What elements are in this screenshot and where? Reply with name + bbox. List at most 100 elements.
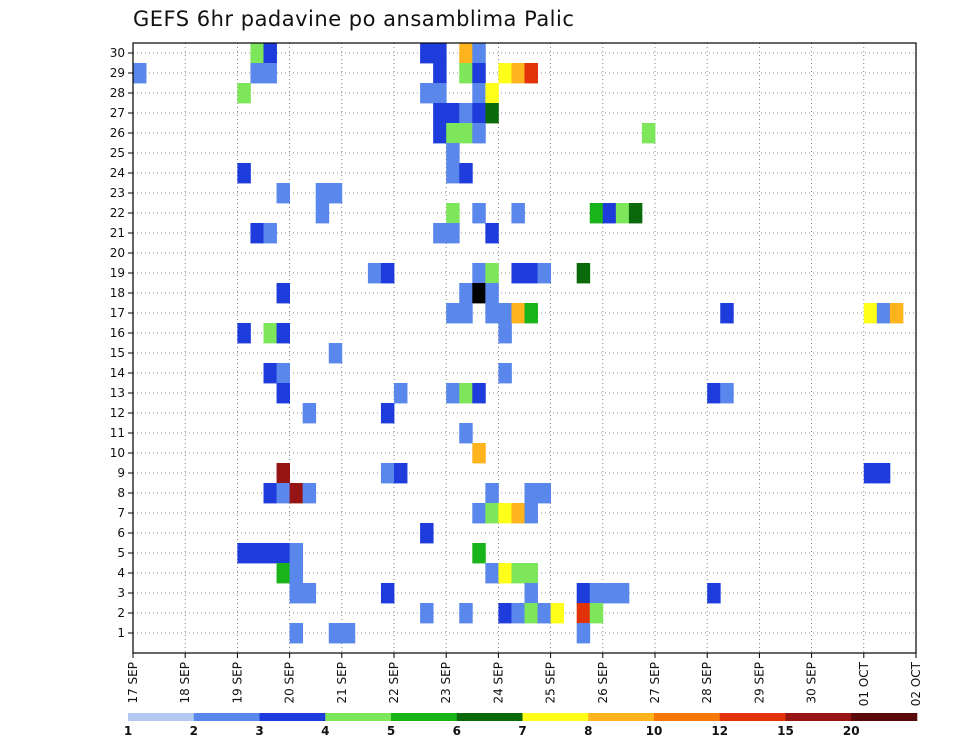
heatmap-cell bbox=[537, 603, 551, 624]
heatmap-cell bbox=[472, 43, 486, 64]
heatmap-cell bbox=[367, 263, 382, 284]
heatmap-cell bbox=[263, 43, 277, 64]
heatmap-cell bbox=[459, 103, 473, 124]
y-tick-label: 6 bbox=[117, 526, 125, 540]
heatmap-cell bbox=[263, 323, 277, 344]
heatmap-cell bbox=[263, 363, 277, 384]
heatmap-cell bbox=[511, 503, 525, 524]
heatmap-cell bbox=[863, 303, 878, 324]
y-tick-label: 5 bbox=[117, 546, 125, 560]
legend-swatch bbox=[456, 713, 523, 721]
heatmap-cell bbox=[472, 63, 486, 84]
heatmap-cell bbox=[133, 63, 147, 84]
heatmap-cell bbox=[289, 563, 304, 584]
heatmap-cell bbox=[315, 183, 330, 204]
y-tick-label: 11 bbox=[110, 426, 125, 440]
heatmap-cell bbox=[328, 623, 343, 644]
heatmap-cell bbox=[302, 483, 317, 504]
heatmap-cell bbox=[589, 203, 604, 224]
legend-swatch bbox=[522, 713, 589, 721]
y-tick-label: 26 bbox=[110, 126, 125, 140]
x-tick-label: 22 SEP bbox=[387, 662, 401, 704]
heatmap-cell bbox=[250, 543, 264, 564]
color-legend: 1 2 3 4 5 6 7 8 10 12 15 20 bbox=[124, 713, 918, 738]
heatmap-cell bbox=[433, 123, 447, 144]
x-tick-label: 25 SEP bbox=[544, 662, 558, 704]
y-tick-label: 13 bbox=[110, 386, 125, 400]
heatmap-cell bbox=[876, 463, 891, 484]
heatmap-cell bbox=[589, 583, 604, 604]
legend-label: 3 bbox=[255, 724, 263, 738]
heatmap-cell bbox=[420, 603, 434, 624]
heatmap-cell bbox=[485, 263, 499, 284]
heatmap-cell bbox=[276, 463, 290, 484]
heatmap-cell bbox=[237, 323, 251, 344]
heatmap-cell bbox=[380, 583, 395, 604]
heatmap-cell bbox=[472, 543, 486, 564]
heatmap-cell bbox=[263, 543, 277, 564]
y-tick-label: 2 bbox=[117, 606, 125, 620]
heatmap-cell bbox=[459, 163, 473, 184]
heatmap-cell bbox=[446, 383, 460, 404]
heatmap-cell bbox=[524, 583, 538, 604]
heatmap-cell bbox=[263, 63, 277, 84]
heatmap-cell bbox=[341, 623, 356, 644]
heatmap-cell bbox=[276, 543, 290, 564]
heatmap-cell bbox=[720, 383, 734, 404]
heatmap-cell bbox=[263, 223, 277, 244]
x-tick-label: 23 SEP bbox=[439, 662, 453, 704]
heatmap-cell bbox=[459, 43, 473, 64]
heatmap-cell bbox=[459, 423, 473, 444]
heatmap-cell bbox=[420, 83, 434, 104]
y-tick-label: 25 bbox=[110, 146, 125, 160]
y-tick-label: 24 bbox=[110, 166, 125, 180]
legend-label: 5 bbox=[387, 724, 395, 738]
heatmap-cell bbox=[876, 303, 891, 324]
heatmap-cell bbox=[511, 263, 525, 284]
heatmap-cell bbox=[394, 383, 408, 404]
x-tick-label: 02 OCT bbox=[909, 661, 923, 706]
heatmap-cell bbox=[498, 563, 512, 584]
legend-swatch bbox=[128, 713, 195, 721]
y-tick-label: 15 bbox=[110, 346, 125, 360]
heatmap-cell bbox=[328, 183, 343, 204]
y-tick-label: 27 bbox=[110, 106, 125, 120]
heatmap-cell bbox=[537, 483, 551, 504]
y-tick-label: 4 bbox=[117, 566, 125, 580]
x-tick-label: 20 SEP bbox=[283, 662, 297, 704]
y-tick-label: 9 bbox=[117, 466, 125, 480]
heatmap-cell bbox=[394, 463, 408, 484]
legend-label: 15 bbox=[777, 724, 794, 738]
heatmap-cell bbox=[576, 623, 591, 644]
heatmap-cell bbox=[485, 83, 499, 104]
heatmap-cell bbox=[472, 83, 486, 104]
heatmap-cell bbox=[576, 263, 591, 284]
heatmap-cell bbox=[485, 303, 499, 324]
heatmap-cell bbox=[498, 603, 512, 624]
heatmap-cell bbox=[524, 563, 538, 584]
heatmap-cell bbox=[498, 503, 512, 524]
heatmap-cell bbox=[615, 203, 630, 224]
y-tick-label: 18 bbox=[110, 286, 125, 300]
x-tick-label: 28 SEP bbox=[700, 662, 714, 704]
heatmap-cell bbox=[511, 603, 525, 624]
x-axis: 17 SEP 18 SEP 19 SEP 20 SEP 21 SEP 22 SEP 23 S… bbox=[126, 653, 923, 706]
heatmap-cell bbox=[250, 223, 264, 244]
heatmap-cell bbox=[302, 583, 317, 604]
heatmap-cell bbox=[289, 623, 304, 644]
heatmap-cell bbox=[472, 283, 486, 304]
heatmap-cell bbox=[276, 483, 290, 504]
y-tick-label: 3 bbox=[117, 586, 125, 600]
heatmap-cell bbox=[537, 263, 551, 284]
heatmap-cell bbox=[276, 563, 290, 584]
heatmap-cell bbox=[472, 103, 486, 124]
y-tick-label: 16 bbox=[110, 326, 125, 340]
heatmap-cell bbox=[472, 263, 486, 284]
y-tick-label: 21 bbox=[110, 226, 125, 240]
heatmap-cell bbox=[498, 323, 512, 344]
heatmap-cell bbox=[459, 283, 473, 304]
heatmap-cell bbox=[589, 603, 604, 624]
heatmap-cell bbox=[720, 303, 734, 324]
heatmap-cell bbox=[276, 183, 290, 204]
y-tick-label: 17 bbox=[110, 306, 125, 320]
